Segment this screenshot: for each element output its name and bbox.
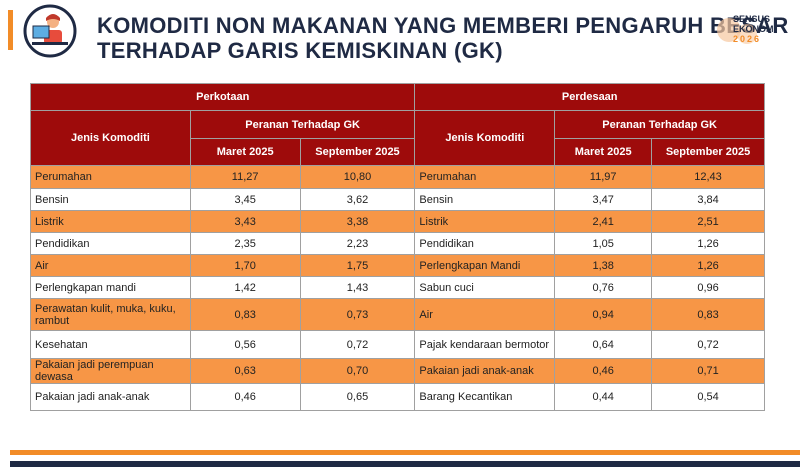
title-line: KOMODITI NON MAKANAN YANG MEMBERI PENGAR… [97, 13, 789, 38]
value-cell: 0,63 [189, 358, 301, 384]
value-cell: 0,70 [299, 358, 416, 384]
group-header: Perdesaan [414, 83, 765, 111]
table-row: Pendidikan 2,35 2,23 Pendidikan 1,05 1,26 [30, 232, 765, 255]
value-cell: 1,26 [651, 232, 765, 255]
value-cell: 3,62 [299, 188, 416, 211]
commodity-cell: Pendidikan [30, 232, 191, 255]
commodity-cell: Bensin [414, 188, 556, 211]
value-cell: 0,44 [554, 383, 653, 411]
commodity-cell: Air [414, 298, 556, 331]
commodity-cell: Pakaian jadi anak-anak [30, 383, 191, 411]
column-header: Jenis Komoditi [30, 110, 191, 166]
value-cell: 1,26 [651, 254, 765, 277]
sub-header: Peranan Terhadap GK [189, 110, 416, 139]
commodity-cell: Pakaian jadi anak-anak [414, 358, 556, 384]
value-cell: 3,84 [651, 188, 765, 211]
value-cell: 12,43 [651, 165, 765, 189]
column-header: Jenis Komoditi [414, 110, 556, 166]
commodity-cell: Pakaian jadi perempuan dewasa [30, 358, 191, 384]
table-row: Listrik 3,43 3,38 Listrik 2,41 2,51 [30, 210, 765, 233]
table-row: Air 1,70 1,75 Perlengkapan Mandi 1,38 1,26 [30, 254, 765, 277]
value-cell: 0,72 [651, 330, 765, 359]
table-row: Perawatan kulit, muka, kuku, rambut 0,83 0… [30, 298, 765, 331]
logo-text: SENSUS [733, 14, 771, 24]
title-line: TERHADAP GARIS KEMISKINAN (GK) [97, 38, 503, 63]
icon [23, 4, 77, 58]
value-cell: 10,80 [299, 165, 416, 189]
group-header: Perkotaan [29, 83, 416, 111]
value-cell: 0,56 [189, 330, 301, 359]
value-cell: 2,51 [651, 210, 765, 233]
logo-text: EKONOMI [733, 24, 777, 34]
value-cell: 0,83 [189, 298, 301, 331]
sub-header: Peranan Terhadap GK [554, 110, 765, 139]
commodity-cell: Perumahan [414, 165, 556, 189]
value-cell: 0,83 [651, 298, 765, 331]
logo: SENSUS EKONOMI 2026 [733, 14, 776, 44]
value-cell: 0,76 [554, 276, 653, 299]
table-row: Bensin 3,45 3,62 Bensin 3,47 3,84 [30, 188, 765, 211]
value-cell: 0,96 [651, 276, 765, 299]
commodity-cell: Pajak kendaraan bermotor [414, 330, 556, 359]
table: Perkotaan Perdesaan Jenis Komoditi Peran… [29, 83, 765, 411]
table-row: Kesehatan 0,56 0,72 Pajak kendaraan bermoto… [30, 330, 765, 359]
value-cell: 0,65 [299, 383, 416, 411]
logo-shape [717, 18, 757, 44]
period-header: Maret 2025 [189, 138, 301, 166]
value-cell: 2,23 [299, 232, 416, 255]
table-row: Pakaian jadi anak-anak 0,46 0,65 Barang Kec… [30, 383, 765, 411]
value-cell: 0,46 [189, 383, 301, 411]
value-cell: 0,64 [554, 330, 653, 359]
period-header: September 2025 [299, 138, 416, 166]
value-cell: 2,41 [554, 210, 653, 233]
value-cell: 11,27 [189, 165, 301, 189]
commodity-cell: Perawatan kulit, muka, kuku, rambut [30, 298, 191, 331]
value-cell: 0,94 [554, 298, 653, 331]
table-row: Perumahan 11,27 10,80 Perumahan 11,97 12,43 [30, 165, 765, 189]
commodity-cell: Kesehatan [30, 330, 191, 359]
commodity-cell: Pendidikan [414, 232, 556, 255]
commodity-cell: Perumahan [30, 165, 191, 189]
commodity-cell: Perlengkapan mandi [30, 276, 191, 299]
value-cell: 1,70 [189, 254, 301, 277]
value-cell: 1,42 [189, 276, 301, 299]
value-cell: 1,75 [299, 254, 416, 277]
commodity-cell: Air [30, 254, 191, 277]
value-cell: 1,05 [554, 232, 653, 255]
logo-text: 2026 [733, 34, 762, 44]
value-cell: 0,73 [299, 298, 416, 331]
period-header: September 2025 [651, 138, 765, 166]
value-cell: 11,97 [554, 165, 653, 189]
value-cell: 2,35 [189, 232, 301, 255]
value-cell: 0,54 [651, 383, 765, 411]
table-row: Perlengkapan mandi 1,42 1,43 Sabun cuci 0,76… [30, 276, 765, 299]
commodity-cell: Listrik [30, 210, 191, 233]
footer-bar [10, 450, 800, 455]
commodity-cell: Perlengkapan Mandi [414, 254, 556, 277]
value-cell: 0,72 [299, 330, 416, 359]
value-cell: 1,38 [554, 254, 653, 277]
value-cell: 3,45 [189, 188, 301, 211]
value-cell: 3,43 [189, 210, 301, 233]
value-cell: 3,38 [299, 210, 416, 233]
commodity-cell: Listrik [414, 210, 556, 233]
accent-bar [8, 10, 13, 50]
value-cell: 3,47 [554, 188, 653, 211]
footer-bar [10, 461, 800, 467]
commodity-cell: Sabun cuci [414, 276, 556, 299]
value-cell: 1,43 [299, 276, 416, 299]
commodity-cell: Barang Kecantikan [414, 383, 556, 411]
value-cell: 0,46 [554, 358, 653, 384]
period-header: Maret 2025 [554, 138, 653, 166]
value-cell: 0,71 [651, 358, 765, 384]
table-row: Pakaian jadi perempuan dewasa 0,63 0,70 Pak… [30, 358, 765, 384]
commodity-cell: Bensin [30, 188, 191, 211]
